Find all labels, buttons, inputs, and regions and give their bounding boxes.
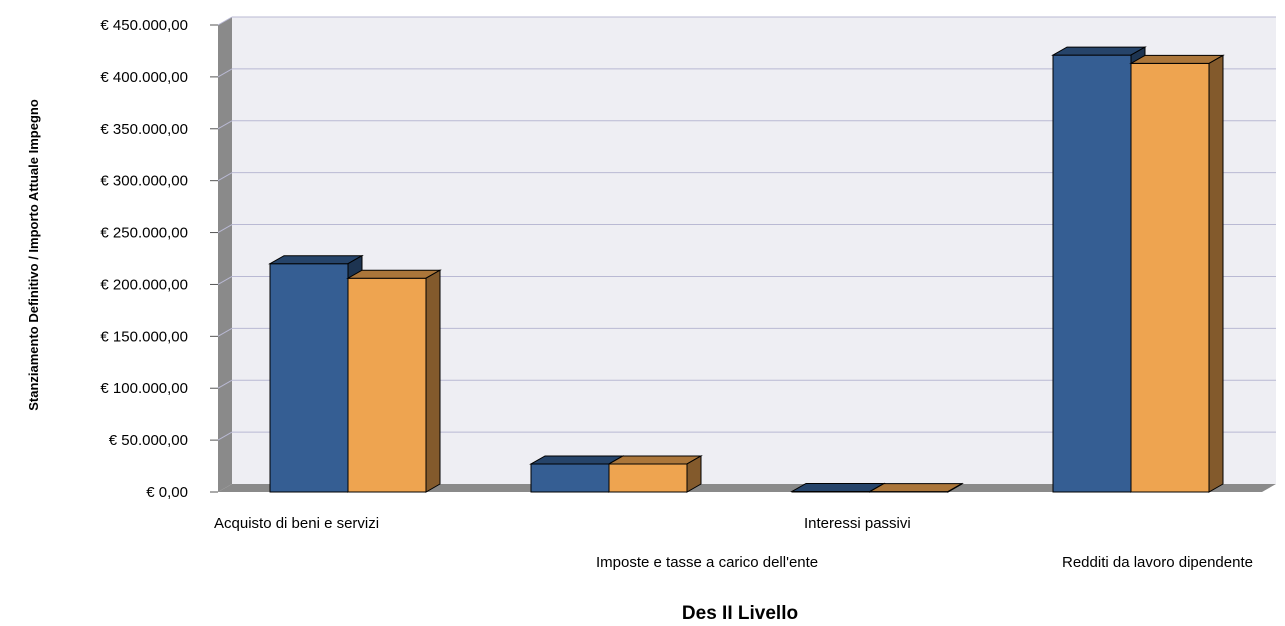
bar-top bbox=[346, 269, 442, 279]
bar bbox=[1129, 54, 1225, 493]
bar-front bbox=[269, 263, 349, 493]
y-tick-label: € 0,00 bbox=[146, 484, 188, 501]
bar-top bbox=[607, 455, 703, 465]
bar-front bbox=[1052, 54, 1132, 493]
bar bbox=[607, 455, 703, 493]
side-wall bbox=[218, 17, 232, 492]
bars bbox=[268, 46, 1225, 493]
gridline-depth bbox=[217, 16, 233, 26]
bar-side bbox=[947, 482, 963, 493]
bar-top bbox=[1051, 46, 1147, 56]
y-axis-ticks: € 0,00 € 50.000,00 € 100.000,00 € 150.000,0… bbox=[100, 17, 218, 501]
gridline-depth bbox=[217, 276, 233, 285]
bar-top bbox=[529, 455, 625, 465]
x-axis-title: Des II Livello bbox=[682, 603, 798, 624]
gridline-depth bbox=[217, 120, 233, 130]
gridline-depth bbox=[217, 379, 233, 389]
gridline-depth bbox=[217, 327, 233, 337]
y-tick-label: € 100.000,00 bbox=[100, 380, 188, 397]
bar-top bbox=[868, 483, 964, 493]
bar bbox=[868, 482, 964, 493]
bar-top bbox=[268, 255, 364, 265]
gridline-depth bbox=[217, 431, 233, 441]
bar-front bbox=[608, 463, 688, 493]
y-tick-label: € 450.000,00 bbox=[100, 17, 188, 34]
y-tick-label: € 200.000,00 bbox=[100, 276, 188, 293]
y-tick-label: € 50.000,00 bbox=[109, 432, 188, 449]
bar-front bbox=[530, 463, 610, 493]
x-category-label: Acquisto di beni e servizi bbox=[214, 515, 379, 532]
y-tick-label: € 300.000,00 bbox=[100, 173, 188, 190]
x-axis-categories: Acquisto di beni e servizi Imposte e tass… bbox=[214, 515, 1253, 571]
x-category-label: Interessi passivi bbox=[804, 515, 911, 532]
bar-side bbox=[425, 269, 441, 493]
bar-front bbox=[1130, 62, 1210, 493]
y-tick-label: € 350.000,00 bbox=[100, 121, 188, 138]
bar bbox=[346, 269, 442, 493]
bar-side bbox=[686, 455, 702, 493]
y-tick-label: € 250.000,00 bbox=[100, 225, 188, 242]
bar bbox=[790, 482, 886, 493]
x-category-label: Redditi da lavoro dipendente bbox=[1062, 554, 1253, 571]
bar-side bbox=[1208, 54, 1224, 493]
gridline-depth bbox=[217, 172, 233, 182]
bar-front bbox=[347, 277, 427, 493]
y-tick-label: € 400.000,00 bbox=[100, 69, 188, 86]
gridline-depth bbox=[217, 224, 233, 233]
y-tick-label: € 150.000,00 bbox=[100, 328, 188, 345]
gridline-depth bbox=[217, 68, 233, 78]
y-axis-title: Stanziamento Definitivo / Importo Attual… bbox=[26, 99, 41, 411]
x-category-label: Imposte e tasse a carico dell'ente bbox=[596, 554, 818, 571]
floor bbox=[218, 484, 1276, 492]
bar-top bbox=[1129, 54, 1225, 64]
bar-top bbox=[790, 482, 886, 492]
